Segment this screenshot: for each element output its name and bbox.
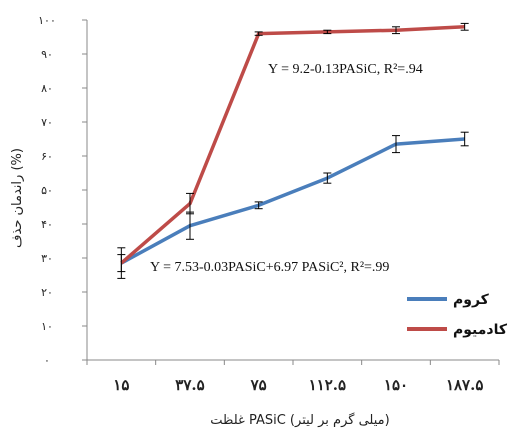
- error-bar: [323, 172, 332, 184]
- y-tick-label: ۴۰: [41, 218, 53, 231]
- error-bar: [392, 135, 400, 154]
- error-bar: [392, 26, 400, 35]
- error-bar: [254, 31, 263, 36]
- y-tick-label: ۶۰: [41, 150, 53, 163]
- x-tick-label: ۱۵۰: [384, 376, 408, 394]
- error-bar: [117, 247, 126, 279]
- x-tick-label: ۱۸۷.۵: [446, 376, 483, 394]
- error-bar: [254, 201, 263, 210]
- series-line: [120, 137, 465, 265]
- y-tick-label: ۱۰: [41, 320, 53, 333]
- error-bar: [460, 131, 469, 147]
- y-tick-label: ۱۰۰: [38, 14, 56, 27]
- y-tick-label: ۳۰: [41, 252, 53, 265]
- y-tick-label: ۰: [44, 354, 50, 367]
- series-chromium: [117, 131, 469, 273]
- y-tick-label: ۲۰: [41, 286, 53, 299]
- y-tick-label: ۹۰: [41, 48, 53, 61]
- x-tick-label: ۱۵: [113, 376, 129, 394]
- series-line: [120, 25, 465, 265]
- x-tick-label: ۷۵: [250, 376, 267, 394]
- legend-label-chromium: کروم: [453, 292, 490, 308]
- x-tick-label: ۱۱۲.۵: [309, 376, 346, 394]
- error-bar: [186, 192, 194, 215]
- error-bar: [460, 22, 469, 31]
- x-axis-ticks: ۱۵ ۳۷.۵ ۷۵ ۱۱۲.۵ ۱۵۰ ۱۸۷.۵: [86, 360, 500, 394]
- series-cadmium: [117, 22, 469, 279]
- y-axis-ticks: ۰ ۱۰ ۲۰ ۳۰ ۴۰ ۵۰ ۶۰ ۷۰ ۸۰ ۹۰ ۱۰۰: [38, 14, 87, 367]
- y-tick-label: ۵۰: [41, 184, 53, 197]
- annotation-cadmium-equation: Y = 9.2-0.13PASiC, R²=.94: [268, 62, 423, 77]
- x-axis-label: غلظت PASiC (میلی گرم بر لیتر): [210, 412, 389, 428]
- annotation-chromium-equation: Y = 7.53-0.03PASiC+6.97 PASiC², R²=.99: [150, 260, 389, 275]
- series-layer: [117, 22, 469, 279]
- x-tick-label: ۳۷.۵: [175, 376, 204, 394]
- error-bar: [323, 29, 332, 35]
- y-tick-label: ۷۰: [41, 116, 53, 129]
- legend-label-cadmium: کادمیوم: [453, 322, 508, 338]
- legend: کروم کادمیوم: [407, 292, 508, 338]
- y-axis-label: راندمان حذف (%): [10, 148, 25, 248]
- y-tick-label: ۸۰: [41, 82, 53, 95]
